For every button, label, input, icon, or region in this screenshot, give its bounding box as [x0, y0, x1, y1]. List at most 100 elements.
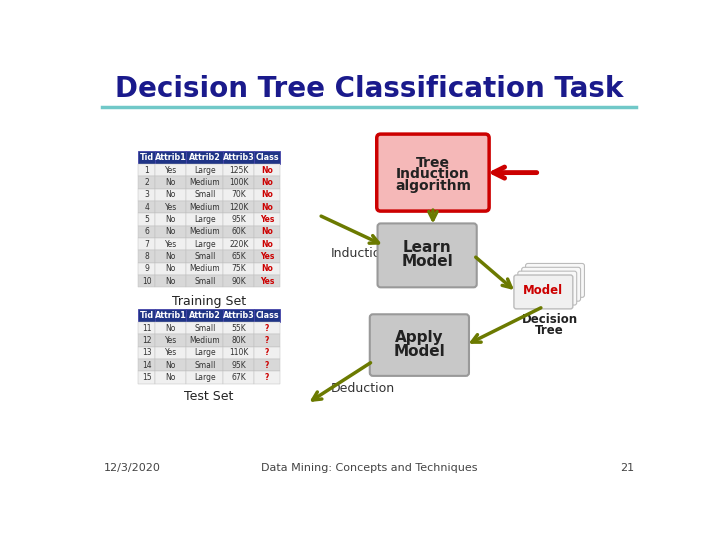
FancyBboxPatch shape	[138, 177, 155, 189]
FancyBboxPatch shape	[186, 309, 223, 322]
Text: Medium: Medium	[189, 202, 220, 212]
FancyBboxPatch shape	[155, 359, 186, 372]
Text: Model: Model	[394, 344, 445, 359]
FancyBboxPatch shape	[155, 151, 186, 164]
Text: Yes: Yes	[164, 166, 176, 175]
FancyBboxPatch shape	[223, 347, 254, 359]
FancyBboxPatch shape	[186, 334, 223, 347]
FancyBboxPatch shape	[522, 267, 580, 301]
FancyBboxPatch shape	[223, 151, 254, 164]
FancyBboxPatch shape	[186, 238, 223, 251]
Text: 10: 10	[142, 276, 151, 286]
Text: Large: Large	[194, 348, 215, 357]
FancyBboxPatch shape	[254, 226, 280, 238]
Text: 11: 11	[142, 323, 151, 333]
Text: 21: 21	[620, 463, 634, 473]
Text: Model: Model	[523, 284, 564, 297]
FancyBboxPatch shape	[254, 262, 280, 275]
FancyBboxPatch shape	[138, 189, 155, 201]
Text: No: No	[261, 227, 273, 237]
Text: Class: Class	[256, 311, 279, 320]
Text: No: No	[166, 373, 176, 382]
Text: Medium: Medium	[189, 336, 220, 345]
FancyBboxPatch shape	[138, 213, 155, 226]
Text: No: No	[166, 361, 176, 369]
Text: Medium: Medium	[189, 265, 220, 273]
FancyBboxPatch shape	[186, 151, 223, 164]
Text: Deduction: Deduction	[330, 382, 395, 395]
Text: 12: 12	[142, 336, 151, 345]
Text: 75K: 75K	[231, 265, 246, 273]
FancyBboxPatch shape	[223, 213, 254, 226]
FancyBboxPatch shape	[254, 177, 280, 189]
Text: No: No	[166, 252, 176, 261]
Text: Induction: Induction	[330, 247, 389, 260]
Text: 55K: 55K	[231, 323, 246, 333]
Text: 12/3/2020: 12/3/2020	[104, 463, 161, 473]
FancyBboxPatch shape	[377, 224, 477, 287]
FancyBboxPatch shape	[377, 134, 489, 211]
Text: No: No	[166, 178, 176, 187]
Text: Attrib1: Attrib1	[155, 153, 186, 162]
Text: 125K: 125K	[229, 166, 248, 175]
FancyBboxPatch shape	[254, 164, 280, 177]
FancyBboxPatch shape	[223, 238, 254, 251]
Text: No: No	[261, 265, 273, 273]
Text: Tree: Tree	[535, 323, 564, 336]
FancyBboxPatch shape	[223, 275, 254, 287]
Text: Yes: Yes	[260, 215, 274, 224]
FancyBboxPatch shape	[155, 164, 186, 177]
Text: Yes: Yes	[260, 276, 274, 286]
Text: 67K: 67K	[231, 373, 246, 382]
Text: 95K: 95K	[231, 215, 246, 224]
Text: 9: 9	[144, 265, 149, 273]
Text: 8: 8	[144, 252, 149, 261]
FancyBboxPatch shape	[254, 334, 280, 347]
Text: 110K: 110K	[229, 348, 248, 357]
Text: Small: Small	[194, 361, 215, 369]
Text: 13: 13	[142, 348, 151, 357]
FancyBboxPatch shape	[186, 213, 223, 226]
FancyBboxPatch shape	[138, 262, 155, 275]
Text: No: No	[261, 202, 273, 212]
FancyBboxPatch shape	[138, 334, 155, 347]
FancyBboxPatch shape	[254, 322, 280, 334]
Text: Yes: Yes	[260, 252, 274, 261]
FancyBboxPatch shape	[254, 372, 280, 383]
FancyBboxPatch shape	[518, 271, 577, 305]
FancyBboxPatch shape	[254, 275, 280, 287]
FancyBboxPatch shape	[223, 309, 254, 322]
Text: Model: Model	[401, 254, 453, 269]
FancyBboxPatch shape	[254, 347, 280, 359]
FancyBboxPatch shape	[370, 314, 469, 376]
FancyBboxPatch shape	[138, 251, 155, 262]
Text: No: No	[166, 191, 176, 199]
FancyBboxPatch shape	[155, 275, 186, 287]
Text: No: No	[261, 166, 273, 175]
Text: ?: ?	[265, 348, 269, 357]
FancyBboxPatch shape	[223, 189, 254, 201]
FancyBboxPatch shape	[186, 164, 223, 177]
FancyBboxPatch shape	[254, 359, 280, 372]
Text: Tree: Tree	[416, 157, 450, 170]
FancyBboxPatch shape	[138, 322, 155, 334]
Text: Attrib3: Attrib3	[223, 153, 255, 162]
FancyBboxPatch shape	[155, 251, 186, 262]
Text: Small: Small	[194, 323, 215, 333]
FancyBboxPatch shape	[186, 226, 223, 238]
Text: Learn: Learn	[402, 240, 451, 255]
Text: 15: 15	[142, 373, 151, 382]
FancyBboxPatch shape	[186, 177, 223, 189]
FancyBboxPatch shape	[155, 189, 186, 201]
FancyBboxPatch shape	[223, 372, 254, 383]
FancyBboxPatch shape	[138, 359, 155, 372]
FancyBboxPatch shape	[138, 151, 155, 164]
FancyBboxPatch shape	[223, 322, 254, 334]
FancyBboxPatch shape	[155, 262, 186, 275]
FancyBboxPatch shape	[223, 359, 254, 372]
Text: Small: Small	[194, 276, 215, 286]
Text: 80K: 80K	[232, 336, 246, 345]
Text: Test Set: Test Set	[184, 390, 234, 403]
Text: 1: 1	[144, 166, 149, 175]
Text: Large: Large	[194, 215, 215, 224]
